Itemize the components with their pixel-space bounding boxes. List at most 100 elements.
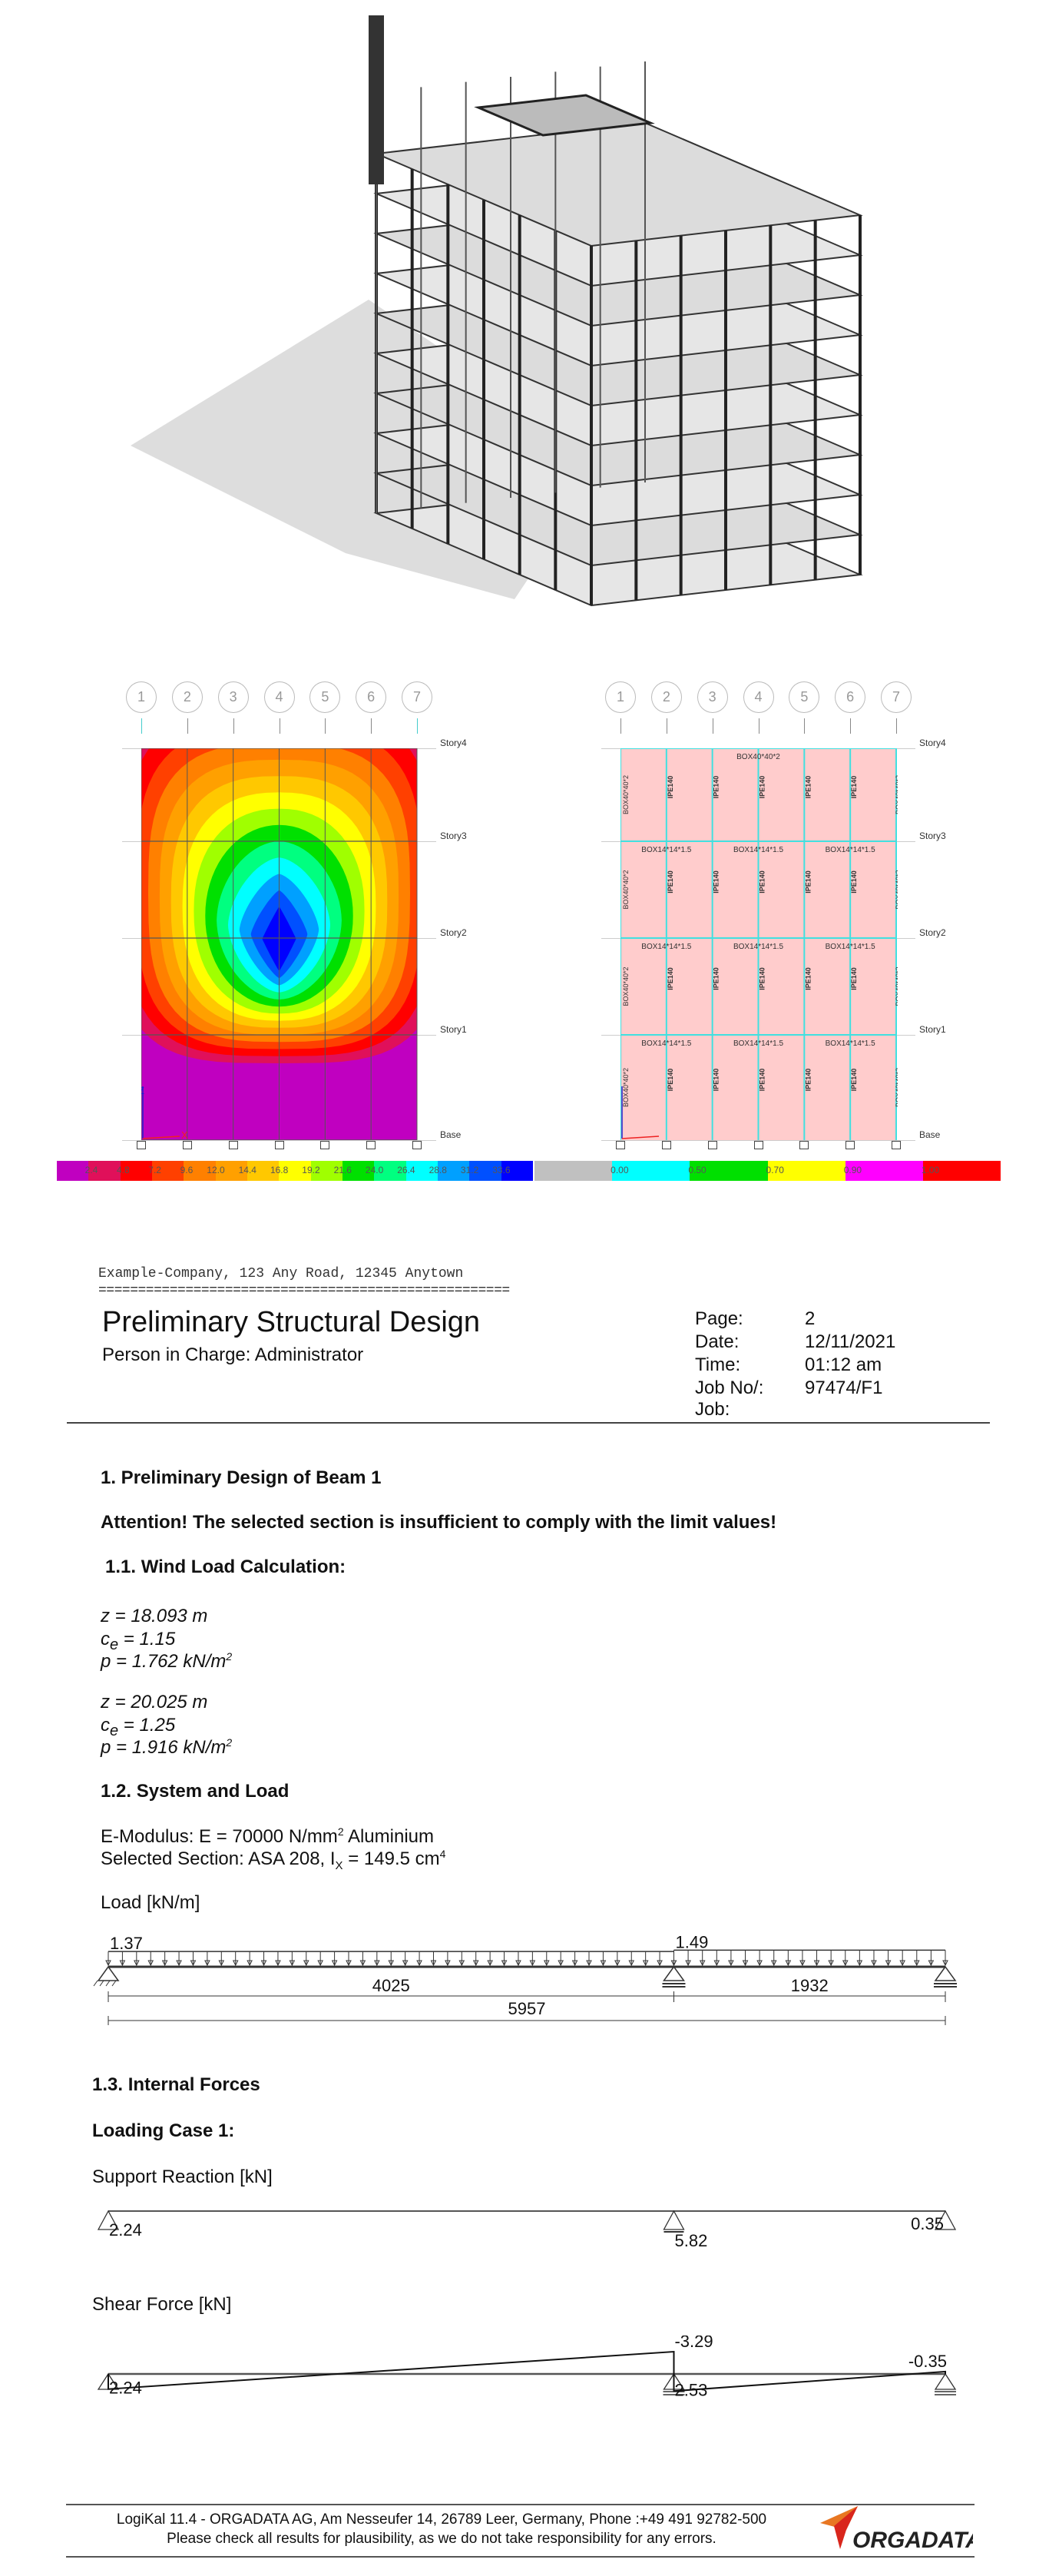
legend-label: 31.2: [460, 1165, 479, 1175]
load-arrowhead: [799, 1960, 806, 1967]
e-modulus-text: E-Modulus: E = 70000 N/mm: [101, 1826, 338, 1847]
support-symbol: [799, 1141, 809, 1149]
meta-value: 97474/F1: [805, 1378, 883, 1398]
grid-bubble-7: 7: [881, 681, 912, 713]
building-3d-model-image: [131, 15, 863, 607]
legend-label: 33.6: [492, 1165, 511, 1175]
inner-column-label: IPE140: [713, 1069, 720, 1092]
section-heading-1-1: 1.1. Wind Load Calculation:: [105, 1557, 346, 1577]
axis-label-x: X: [181, 1129, 188, 1140]
inner-column-label: IPE140: [667, 1069, 674, 1092]
legend-swatch: 14.4: [215, 1161, 256, 1181]
edge-column-label: BOX40*40*2: [895, 775, 898, 814]
legend-swatch: 0.90: [843, 1161, 923, 1181]
grid-bubble-6: 6: [835, 681, 866, 713]
wind-p-2: p = 1.916 kN/m2: [101, 1736, 232, 1759]
load-arrowhead: [487, 1960, 493, 1967]
document-title: Preliminary Structural Design: [102, 1306, 481, 1338]
legend-swatch: 12.0: [184, 1161, 225, 1181]
load-arrowhead: [856, 1960, 863, 1967]
shear-value-label: 2.53: [674, 2380, 707, 2399]
load-arrowhead: [657, 1960, 663, 1967]
section-heading-1: 1. Preliminary Design of Beam 1: [101, 1467, 382, 1488]
section-sup: 4: [439, 1848, 446, 1860]
load-arrowhead: [699, 1960, 706, 1967]
legend-swatch: 7.2: [120, 1161, 161, 1181]
load-arrowhead: [289, 1960, 296, 1967]
meta-value: 12/11/2021: [805, 1331, 896, 1352]
load-arrowhead: [119, 1960, 126, 1967]
legend-label: 4.8: [116, 1165, 130, 1175]
load-arrowhead: [871, 1960, 877, 1967]
story-label: Story1: [919, 1024, 946, 1035]
legend-label: 9.6: [180, 1165, 194, 1175]
inner-column-label: IPE140: [804, 870, 812, 893]
reaction-value-label: 5.82: [674, 2231, 707, 2250]
legend-label: 1.00: [921, 1165, 940, 1175]
load-arrowhead: [785, 1960, 792, 1967]
inner-column-label: IPE140: [667, 870, 674, 893]
edge-column-label: BOX40*40*2: [622, 966, 630, 1006]
support-symbol: [137, 1141, 146, 1149]
grid-bubble-2: 2: [171, 681, 203, 713]
legend-label: 2.4: [84, 1165, 98, 1175]
inner-column-label: IPE140: [713, 870, 720, 893]
grid-bubble-1: 1: [605, 681, 636, 713]
floor-beam-label: BOX14*14*1.5: [641, 1039, 691, 1048]
roof-mast: [369, 15, 384, 184]
legend-swatch: 9.6: [151, 1161, 193, 1181]
load-arrowhead: [204, 1960, 210, 1967]
grid-tick: [325, 718, 326, 734]
grid-tick: [141, 718, 142, 734]
story-label: Story4: [440, 738, 467, 748]
load-arrowhead: [571, 1960, 578, 1967]
e-modulus: E-Modulus: E = 70000 N/mm2 Aluminium: [101, 1825, 434, 1848]
grid-tick: [620, 718, 621, 734]
inner-column-label: IPE140: [713, 967, 720, 990]
floor-beam-label: BOX14*14*1.5: [826, 1039, 875, 1048]
load-arrowhead: [813, 1960, 820, 1967]
legend-label: 7.2: [148, 1165, 161, 1175]
legend-swatch: [534, 1161, 613, 1181]
story-line: [601, 1140, 915, 1141]
footer-company: LogiKal 11.4 - ORGADATA AG, Am Nesseufer…: [116, 2511, 767, 2528]
legend-swatch: 0.00: [611, 1161, 690, 1181]
support-triangle: [663, 1965, 685, 1981]
load-arrowhead: [600, 1960, 607, 1967]
top-beam-label: BOX40*40*2: [736, 753, 780, 761]
grid-tick: [371, 718, 372, 734]
selected-section: Selected Section: ASA 208, IX = 149.5 cm…: [101, 1848, 445, 1872]
inner-column-label: IPE140: [713, 776, 720, 799]
support-reaction-diagram: 2.24 5.82 0.35: [97, 2210, 957, 2250]
shear-force-title: Shear Force [kN]: [92, 2294, 232, 2315]
load-arrowhead: [628, 1960, 635, 1967]
legend-label: 0.90: [843, 1165, 862, 1175]
meta-label: Job No/:: [695, 1378, 764, 1398]
story-label: Story3: [919, 830, 946, 841]
p-value: p = 1.916 kN/m: [101, 1737, 227, 1758]
grid-bubble-6: 6: [356, 681, 387, 713]
axis-x: [621, 1135, 660, 1139]
legend-swatch: 31.2: [437, 1161, 478, 1181]
legend-swatch: 1.00: [921, 1161, 1001, 1181]
load-arrowhead: [515, 1960, 521, 1967]
ce-value: = 1.25: [118, 1715, 176, 1736]
floor-beam-label: BOX14*14*1.5: [733, 1039, 783, 1048]
legend-swatch: 19.2: [279, 1161, 320, 1181]
legend-label: 16.8: [270, 1165, 289, 1175]
load-arrowhead: [134, 1960, 140, 1967]
load-arrowhead: [913, 1960, 920, 1967]
load-arrowhead: [232, 1960, 239, 1967]
support-symbol: [845, 1141, 855, 1149]
support-triangle: [663, 2210, 685, 2230]
load-arrowhead: [942, 1960, 948, 1967]
grid-tick: [233, 718, 234, 734]
load-arrowhead: [416, 1960, 422, 1967]
load-value-label: 1.37: [110, 1936, 143, 1953]
grid-bubble-3: 3: [697, 681, 728, 713]
load-arrowhead: [388, 1960, 395, 1967]
grid-bubble-2: 2: [650, 681, 682, 713]
load-arrowhead: [105, 1960, 111, 1967]
section-sub: X: [335, 1858, 343, 1872]
meta-label: Page:: [695, 1308, 743, 1329]
